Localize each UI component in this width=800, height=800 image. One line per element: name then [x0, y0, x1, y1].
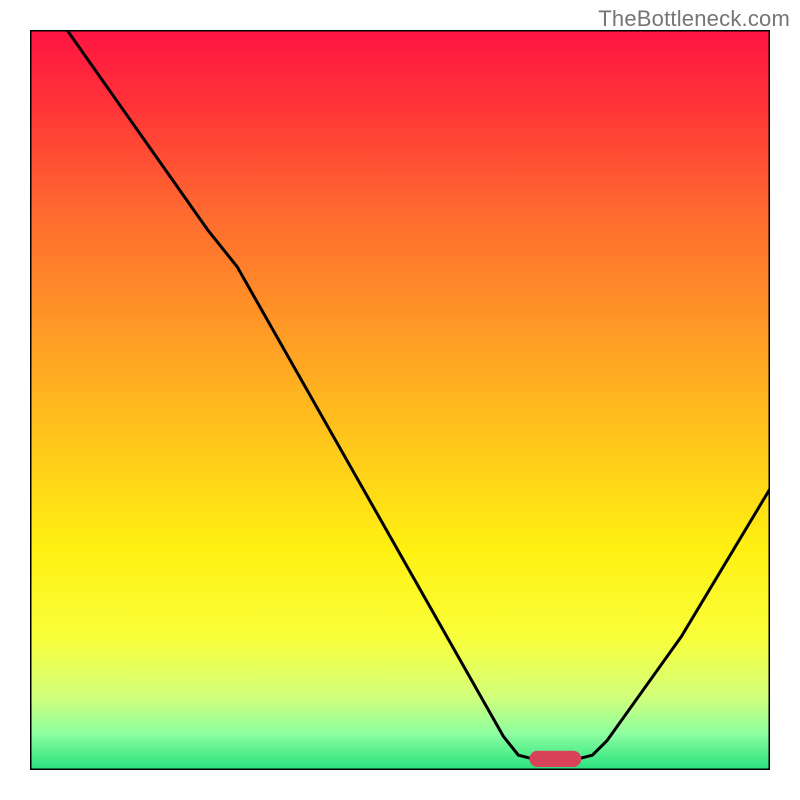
optimal-marker [530, 751, 582, 767]
chart-svg [30, 30, 770, 770]
watermark-text: TheBottleneck.com [598, 6, 790, 32]
gradient-background [30, 30, 770, 770]
bottleneck-chart [30, 30, 770, 770]
